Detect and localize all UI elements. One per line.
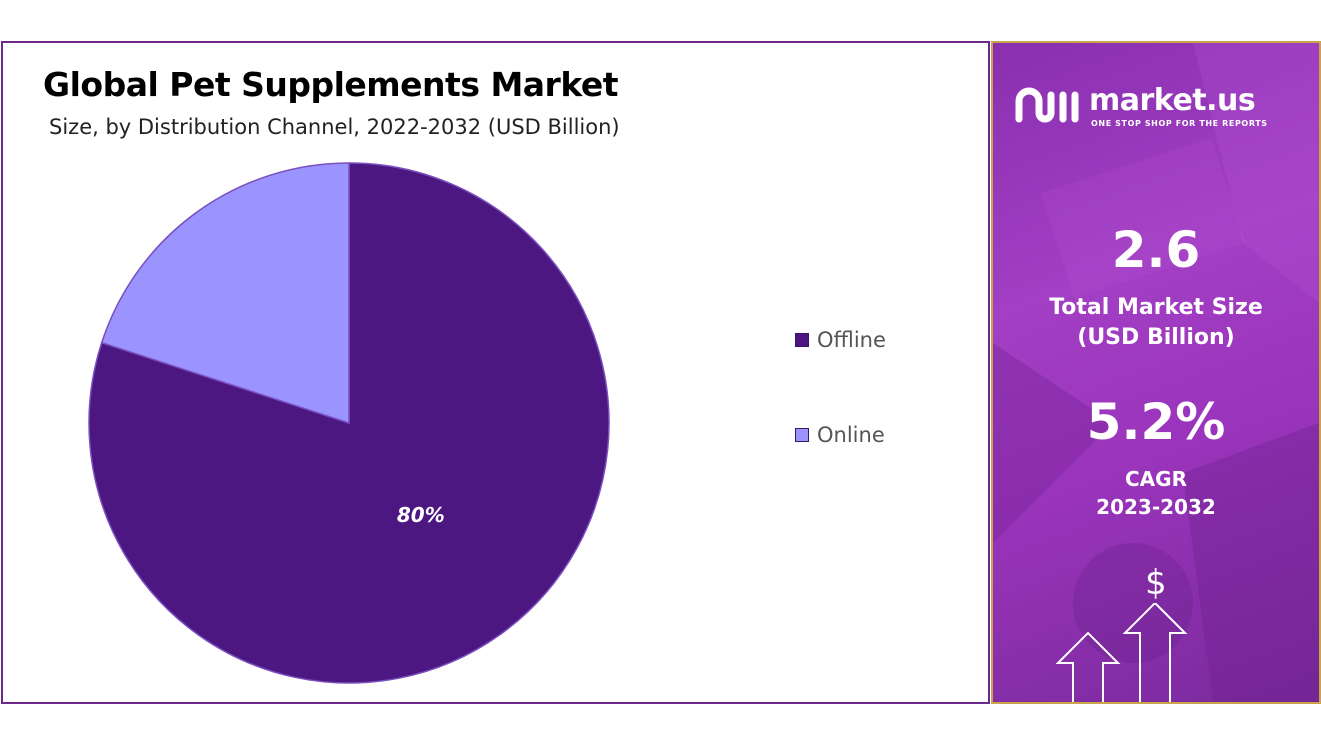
dollar-icon: $: [1145, 563, 1167, 603]
market-size-stat: 2.6: [993, 221, 1319, 279]
market-us-logo: market.us ONE STOP SHOP FOR THE REPORTS: [1013, 83, 1303, 133]
chart-title: Global Pet Supplements Market: [43, 65, 619, 104]
cagr-label: CAGR 2023-2032: [993, 465, 1319, 521]
side-panel: market.us ONE STOP SHOP FOR THE REPORTS …: [991, 41, 1321, 704]
cagr-label-line1: CAGR: [1125, 467, 1187, 491]
legend-label: Offline: [817, 328, 886, 352]
pie-label-offline: 80%: [397, 503, 445, 527]
pie-chart: 80%: [88, 162, 610, 684]
legend-swatch: [795, 333, 809, 347]
background-decoration: [993, 43, 1319, 702]
cagr-label-line2: 2023-2032: [1096, 495, 1216, 519]
cagr-stat: 5.2%: [993, 393, 1319, 451]
market-us-logo-icon: [1015, 87, 1079, 123]
market-size-label: Total Market Size (USD Billion): [993, 293, 1319, 353]
market-size-label-line1: Total Market Size: [1049, 295, 1263, 320]
pie-slice-online: [100, 162, 350, 425]
market-size-value: 2.6: [1111, 221, 1201, 279]
legend-swatch: [795, 428, 809, 442]
legend-label: Online: [817, 423, 885, 447]
market-size-label-line2: (USD Billion): [1077, 325, 1235, 350]
logo-text: market.us: [1089, 83, 1256, 118]
pie-slice-offline: [88, 162, 610, 684]
up-arrow-icon: [1055, 603, 1188, 702]
chart-subtitle: Size, by Distribution Channel, 2022-2032…: [49, 115, 620, 139]
chart-panel: Global Pet Supplements Market Size, by D…: [1, 41, 990, 704]
legend-item-online: Online: [795, 423, 885, 447]
logo-tagline: ONE STOP SHOP FOR THE REPORTS: [1091, 119, 1268, 128]
cagr-value: 5.2%: [1086, 393, 1226, 451]
legend-item-offline: Offline: [795, 328, 886, 352]
